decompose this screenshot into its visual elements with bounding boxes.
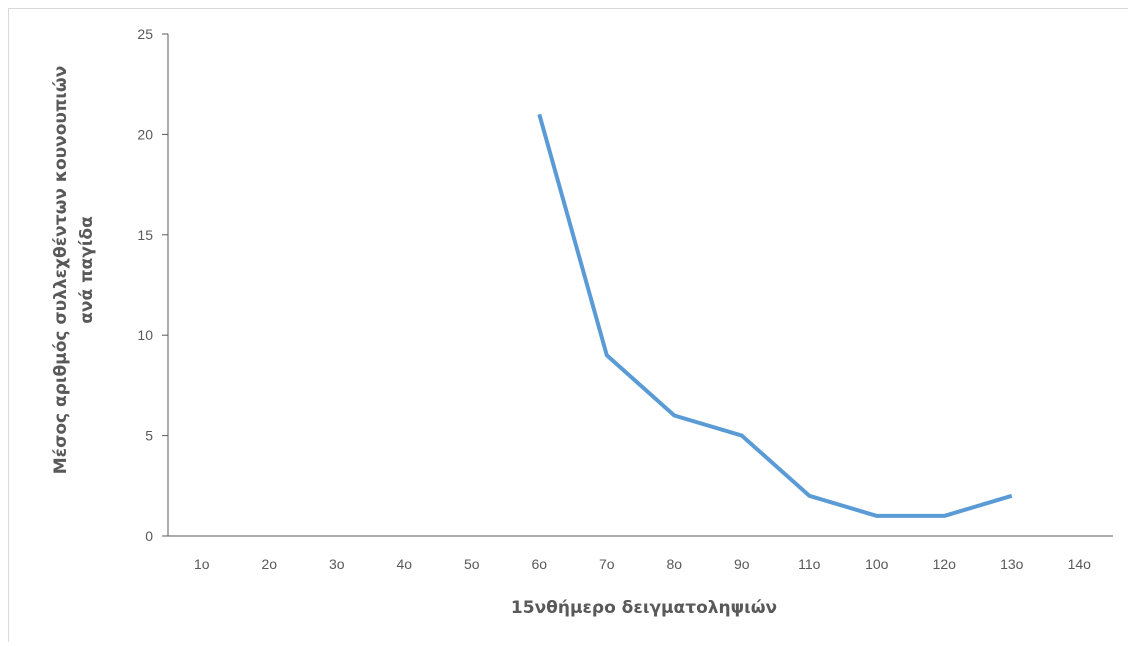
x-tick-label: 13ο — [1000, 556, 1024, 572]
x-tick-label: 12ο — [933, 556, 957, 572]
x-tick-label: 10ο — [865, 556, 889, 572]
y-axis-title: Μέσος αριθμός συλλεχθέντων κουνουπιών αν… — [51, 66, 97, 475]
x-tick-label: 8ο — [666, 556, 682, 572]
x-tick-label: 6ο — [531, 556, 547, 572]
chart-frame — [8, 8, 1128, 642]
x-tick-label: 9ο — [734, 556, 750, 572]
x-tick-label: 11ο — [798, 556, 821, 572]
y-tick-label: 20 — [137, 126, 153, 142]
x-tick-label: 14ο — [1068, 556, 1092, 572]
series-line — [537, 113, 1013, 518]
y-tick-label: 5 — [145, 428, 153, 444]
x-tick-label: 4ο — [396, 556, 412, 572]
y-tick-label: 0 — [145, 528, 153, 544]
x-tick-label: 3ο — [329, 556, 345, 572]
series-layer — [537, 113, 1013, 518]
x-tick-label: 5ο — [464, 556, 480, 572]
y-tick-label: 10 — [137, 327, 153, 343]
y-axis-title-line-1: Μέσος αριθμός συλλεχθέντων κουνουπιών — [51, 66, 71, 475]
y-tick-label: 25 — [137, 26, 153, 42]
y-axis: 0 5 10 15 20 25 — [137, 26, 169, 544]
y-tick-label: 15 — [137, 227, 153, 243]
y-axis-title-line-2: ανά παγίδα — [77, 216, 97, 324]
x-axis: 1ο 2ο 3ο 4ο 5ο 6ο 7ο 8ο 9ο 11ο 10ο 12ο 13ο 14ο — [168, 535, 1113, 572]
x-tick-label: 7ο — [599, 556, 615, 572]
x-tick-label: 1ο — [194, 556, 210, 572]
x-tick-label: 2ο — [261, 556, 277, 572]
x-axis-title: 15νθήμερο δειγματοληψιών — [511, 598, 777, 618]
